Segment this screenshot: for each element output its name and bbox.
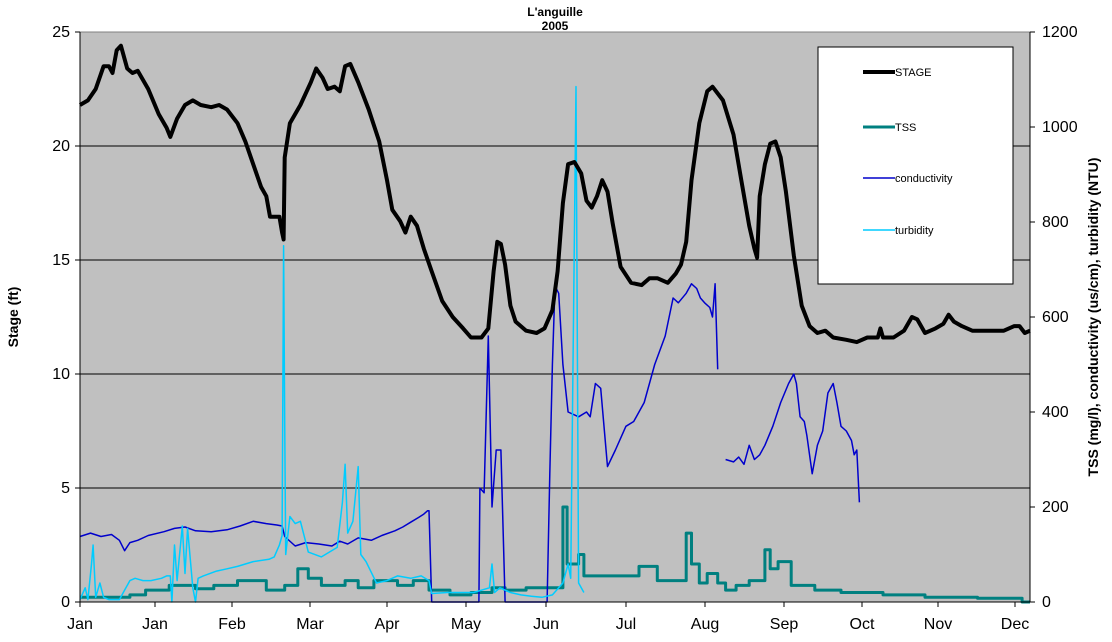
x-tick-label: Feb [218,616,246,633]
series-line-stage [78,43,1031,345]
y2-tick-label: 1200 [1042,24,1078,41]
legend-items: STAGE TSS conductivity turbidity [863,67,953,237]
legend-box [817,46,1014,285]
y-tick-label: 20 [52,138,70,155]
y2-tick-label: 1000 [1042,119,1078,136]
chart-subtitle: 2005 [542,19,569,33]
y-tick-label: 15 [52,252,70,269]
axes-group: 0 5 10 15 20 25 0 200 400 600 800 1000 1200 Jan Jan Feb… [52,24,1077,633]
y-tick-label: 0 [61,594,70,611]
y-tick-label: 5 [61,480,70,497]
legend-label: turbidity [895,225,934,237]
y2-tick-label: 800 [1042,214,1069,231]
x-tick-label: Mar [296,616,324,633]
legend-label: conductivity [895,173,953,185]
x-tick-label: Jun [533,616,559,633]
y2-tick-label: 200 [1042,499,1069,516]
y-axis-title: Stage (ft) [5,287,21,348]
x-tick-label: Jan [67,616,93,633]
series-line-conductivity [725,373,861,503]
series-line-turbidity [79,85,585,603]
y-tick-label: 10 [52,366,70,383]
y-tick-label: 25 [52,24,70,41]
chart-title: L'anguille [527,5,583,19]
x-tick-label: May [451,616,481,633]
y2-tick-label: 600 [1042,309,1069,326]
x-tick-label: Jan [142,616,168,633]
x-tick-label: Apr [375,616,401,633]
y2-axis-title: TSS (mg/l), conductivity (us/cm), turbid… [1085,158,1101,477]
legend-label: STAGE [895,67,931,79]
x-tick-label: Jul [616,616,636,633]
gridlines [80,145,1030,489]
legend: STAGE TSS conductivity turbidity [817,46,1014,285]
series-line-tss [80,505,1030,604]
x-tick-label: Sep [770,616,799,633]
x-tick-label: Nov [924,616,952,633]
x-tick-label: Dec [1001,616,1029,633]
x-tick-label: Oct [850,616,875,633]
legend-label: TSS [895,122,916,134]
y2-tick-label: 400 [1042,404,1069,421]
y2-tick-label: 0 [1042,594,1051,611]
x-tick-label: Aug [691,616,719,633]
